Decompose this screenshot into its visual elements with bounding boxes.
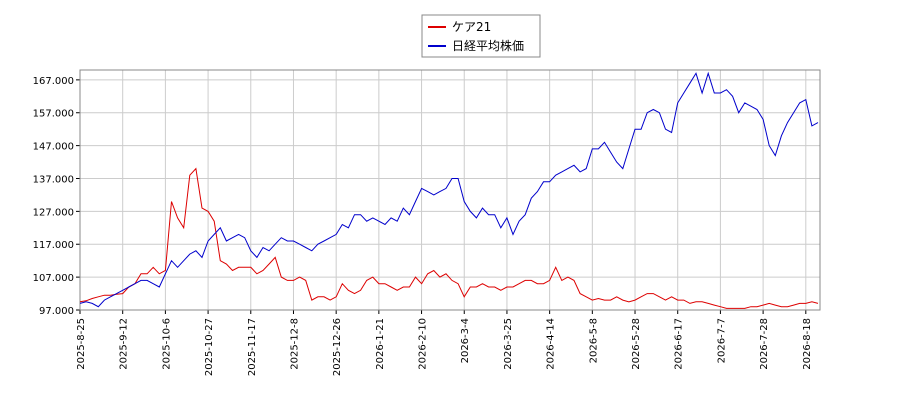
x-tick-label: 2025-12-8 [289, 318, 300, 370]
y-tick-label: 107.000 [33, 273, 74, 284]
x-tick-label: 2025-12-26 [332, 318, 343, 376]
x-tick-label: 2025-10-6 [161, 318, 172, 370]
x-tick-label: 2025-9-12 [119, 318, 130, 370]
y-tick-label: 137.000 [33, 174, 74, 185]
x-tick-label: 2026-5-8 [588, 318, 599, 363]
plot-frame [79, 69, 821, 311]
legend-label: ケア21 [452, 20, 491, 34]
x-tick-label: 2026-7-28 [759, 318, 770, 370]
x-tick-label: 2026-5-28 [631, 318, 642, 370]
y-tick-label: 117.000 [33, 240, 74, 251]
x-tick-label: 2026-4-14 [546, 318, 557, 370]
x-tick-label: 2025-8-25 [76, 318, 87, 370]
x-tick-label: 2026-2-10 [418, 318, 429, 370]
y-tick-label: 127.000 [33, 207, 74, 218]
y-tick-label: 97.000 [39, 306, 74, 317]
legend-box [421, 14, 541, 58]
x-tick-label: 2026-3-25 [503, 318, 514, 370]
x-tick-label: 2026-6-17 [674, 318, 685, 370]
x-tick-label: 2025-10-27 [204, 318, 215, 376]
legend-label: 日経平均株価 [452, 38, 524, 53]
y-tick-label: 167.000 [33, 76, 74, 87]
x-tick-label: 2026-7-7 [716, 318, 727, 363]
x-tick-label: 2026-3-4 [460, 318, 471, 363]
series-line [79, 167, 819, 309]
y-tick-label: 157.000 [33, 109, 74, 120]
series-line [79, 71, 819, 308]
x-tick-label: 2025-11-17 [247, 318, 258, 376]
x-tick-label: 2026-8-18 [802, 318, 813, 370]
x-tick-label: 2026-1-21 [375, 318, 386, 370]
y-tick-label: 147.000 [33, 142, 74, 153]
